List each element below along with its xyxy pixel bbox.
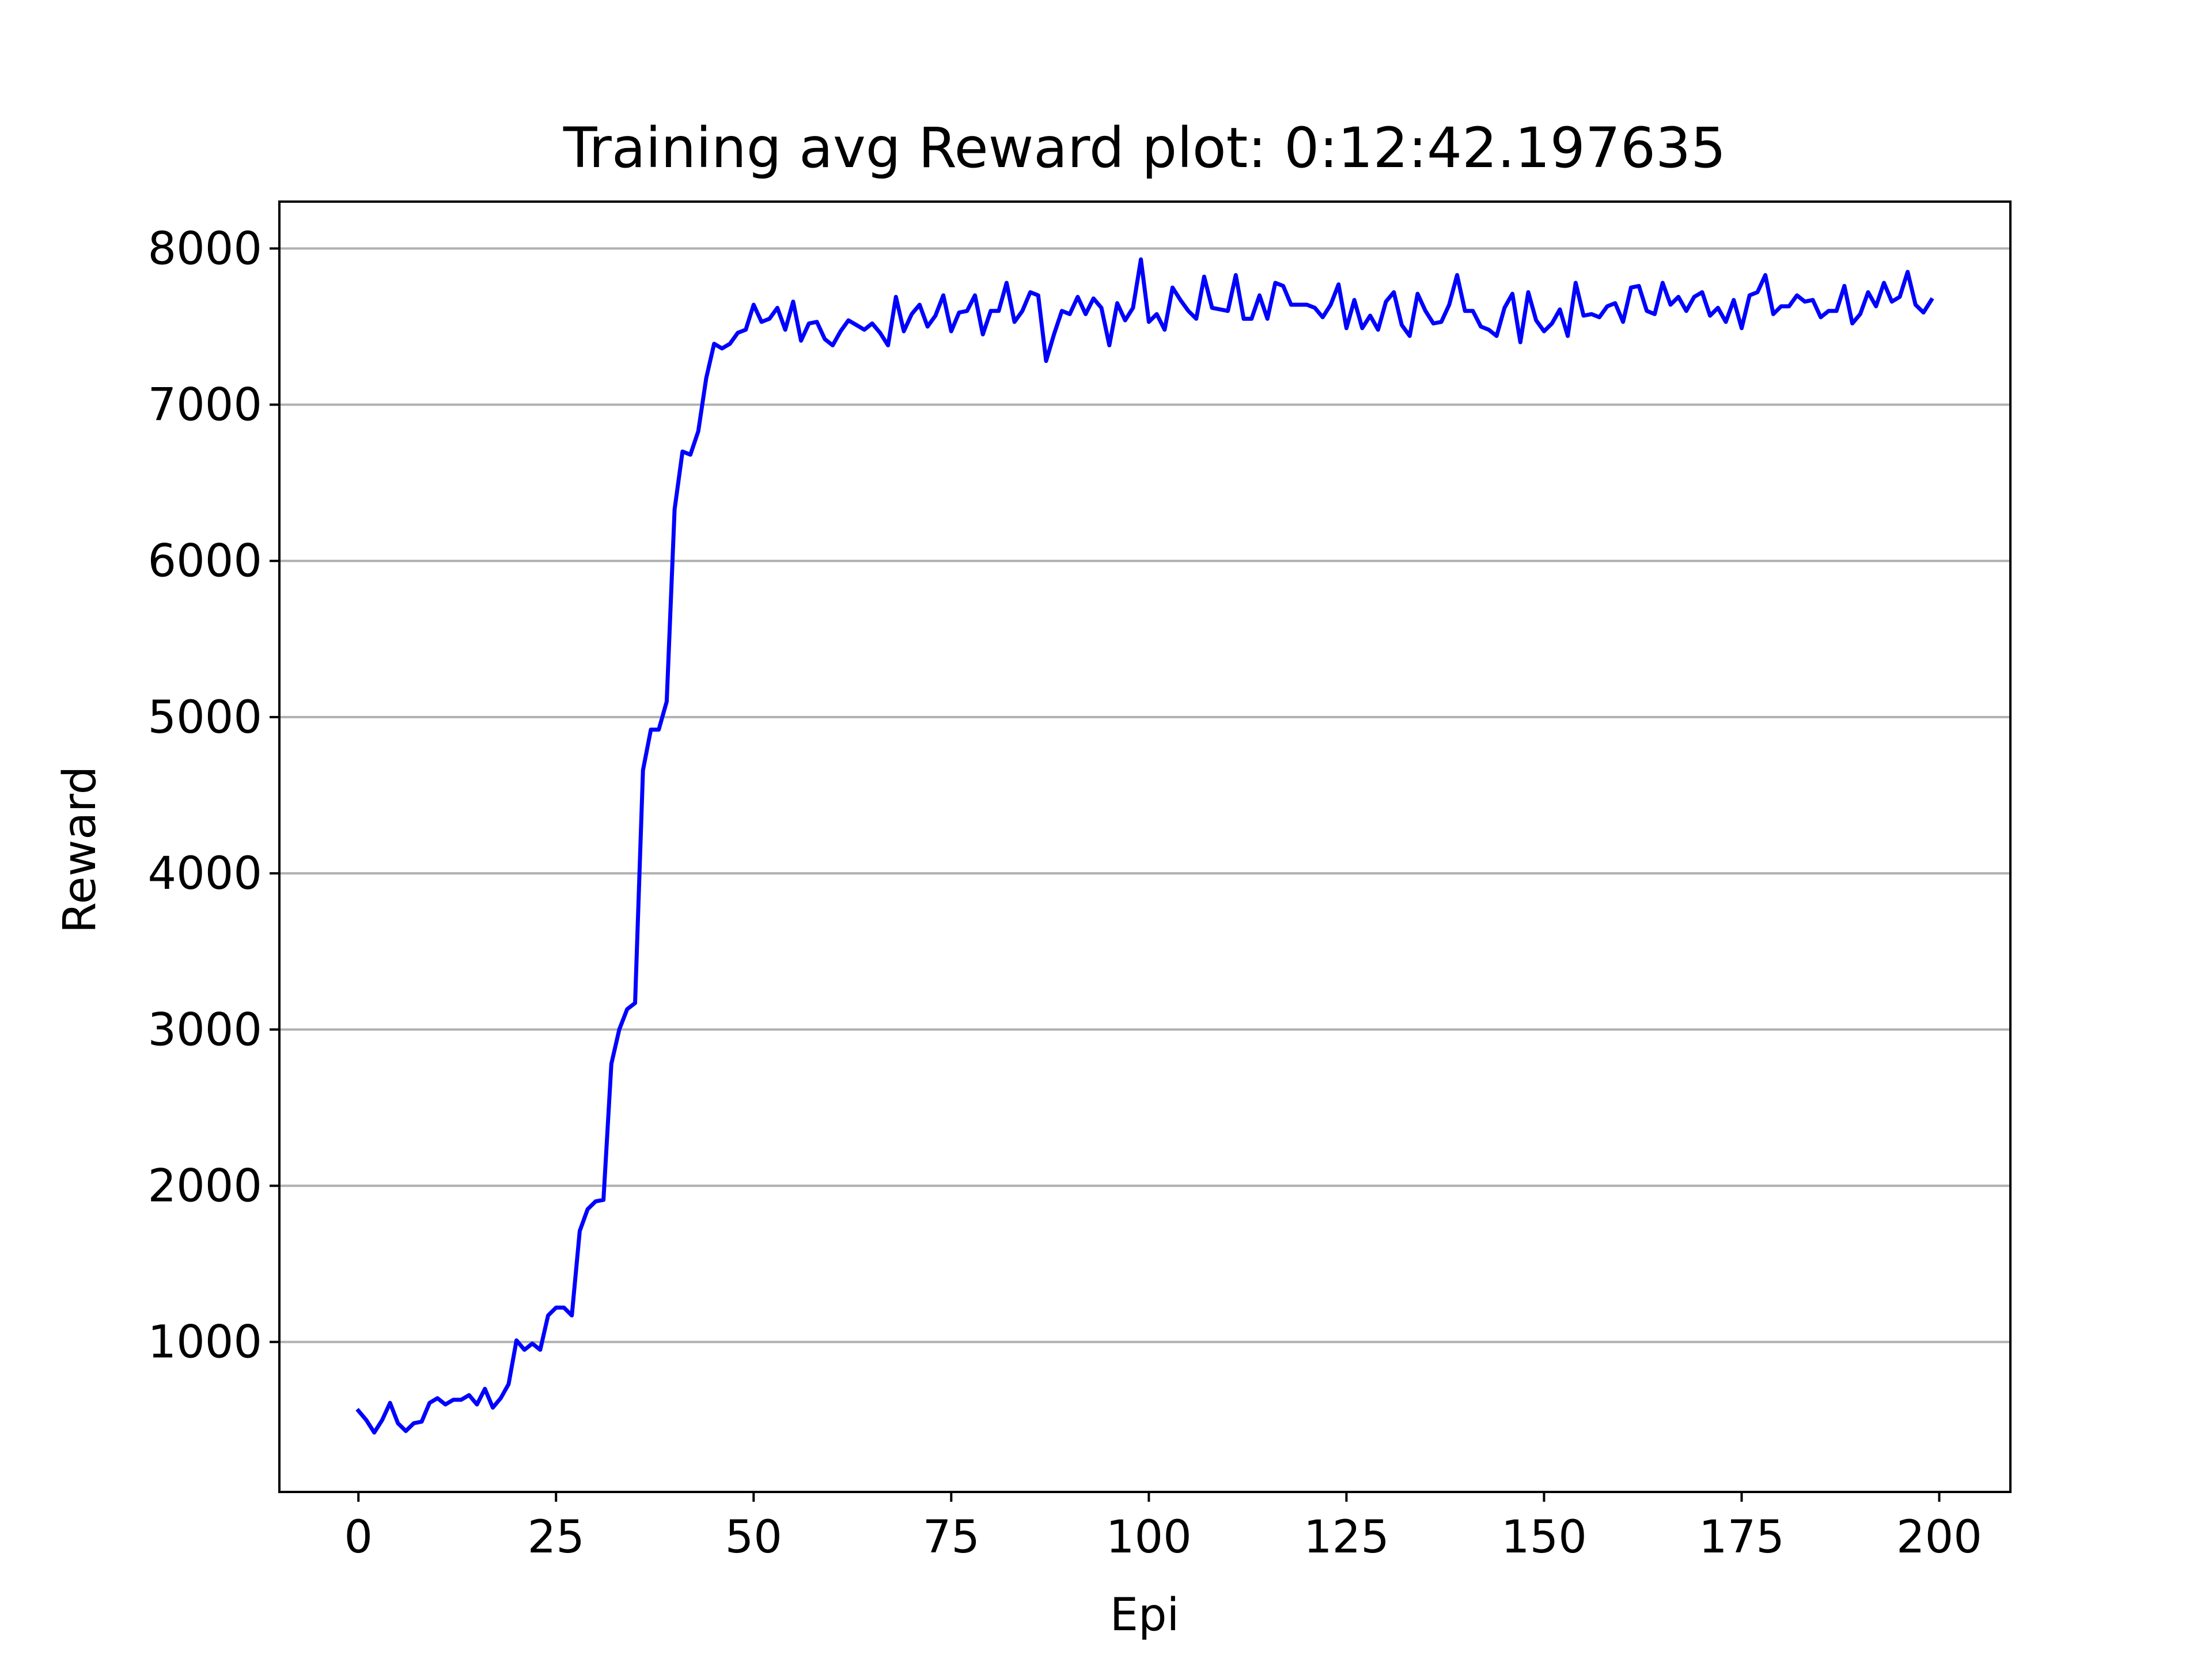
axis-ticks: 1000 2000 3000 4000 5000 6000 7000 8000 0 25 50 75 1… xyxy=(147,223,1982,1563)
y-tick-label: 7000 xyxy=(147,380,262,431)
x-tick-label: 150 xyxy=(1501,1512,1587,1563)
x-tick-label: 50 xyxy=(725,1512,782,1563)
x-tick-label: 175 xyxy=(1699,1512,1785,1563)
x-tick-label: 100 xyxy=(1106,1512,1192,1563)
y-gridlines xyxy=(279,247,2010,1343)
y-axis-label: Reward xyxy=(54,766,106,933)
x-tick-label: 125 xyxy=(1304,1512,1389,1563)
x-axis-label: Epi xyxy=(1110,1589,1179,1641)
plot-area-frame xyxy=(278,200,2012,1493)
y-tick-label: 3000 xyxy=(147,1004,262,1056)
y-tick-label: 5000 xyxy=(147,692,262,744)
y-tick-label: 8000 xyxy=(147,223,262,275)
x-tick-label: 0 xyxy=(344,1512,373,1563)
y-tick-label: 2000 xyxy=(147,1160,262,1212)
x-tick-label: 25 xyxy=(528,1512,585,1563)
y-tick-label: 6000 xyxy=(147,536,262,588)
y-tick-label: 4000 xyxy=(147,848,262,900)
x-tick-label: 75 xyxy=(923,1512,980,1563)
y-tick-label: 1000 xyxy=(147,1317,262,1369)
x-tick-label: 200 xyxy=(1896,1512,1982,1563)
series-line xyxy=(355,257,1934,1435)
chart-title: Training avg Reward plot: 0:12:42.197635 xyxy=(563,116,1726,180)
series-layer xyxy=(355,257,1934,1435)
